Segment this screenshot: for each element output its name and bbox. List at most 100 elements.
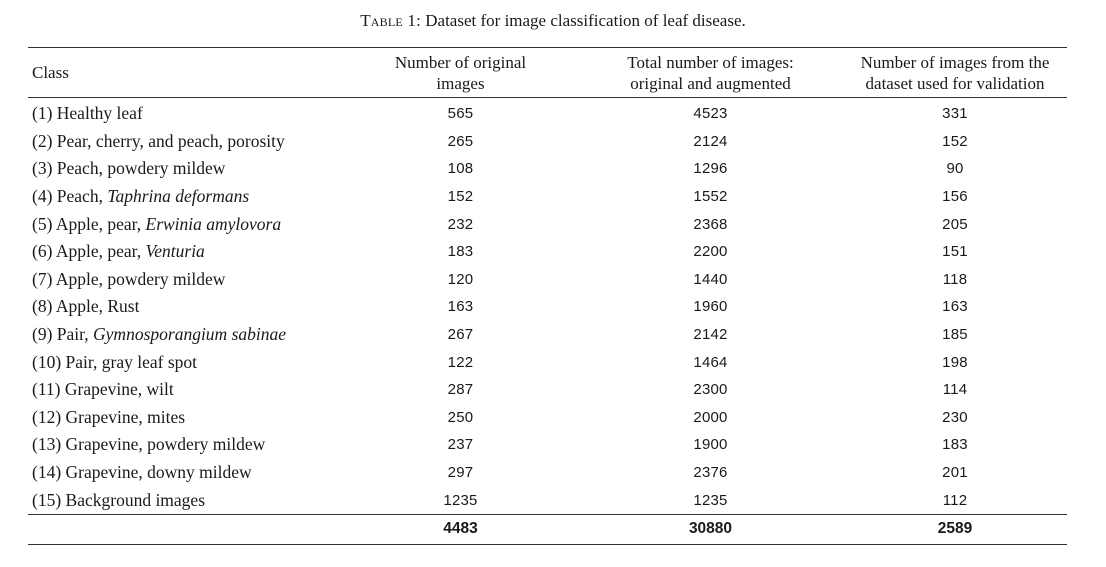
header-line: images xyxy=(436,73,485,93)
table-row: (10) Pair, gray leaf spot 122 1464 198 xyxy=(28,348,1067,376)
original-images-cell: 120 xyxy=(447,270,474,288)
table-row: (1) Healthy leaf 565 4523 331 xyxy=(28,98,1067,128)
original-images-cell: 565 xyxy=(447,105,474,123)
table-row: (13) Grapevine, powdery mildew 237 1900 183 xyxy=(28,431,1067,459)
original-images-cell: 232 xyxy=(447,215,474,233)
class-cell: (2) Pear, cherry, and peach, porosity xyxy=(28,128,343,156)
class-scientific-name: Gymnosporangium sabinae xyxy=(93,324,287,345)
class-cell: (6) Apple, pear, Venturia xyxy=(28,238,343,266)
class-name: (10) Pair, gray leaf spot xyxy=(32,351,198,372)
dataset-table: Class Number of original images Total nu… xyxy=(28,47,1067,545)
original-images-cell: 267 xyxy=(447,326,474,344)
class-cell: (13) Grapevine, powdery mildew xyxy=(28,431,343,459)
table-caption: Table 1: Dataset for image classificatio… xyxy=(0,10,1106,32)
validation-images-cell: 163 xyxy=(942,298,968,316)
table-row: (4) Peach, Taphrina deformans 152 1552 156 xyxy=(28,183,1067,211)
class-name: (14) Grapevine, downy mildew xyxy=(32,462,252,483)
table-caption-text: Dataset for image classification of leaf… xyxy=(421,11,746,30)
header-original-images: Number of original images xyxy=(343,47,578,98)
table-row: (11) Grapevine, wilt 287 2300 114 xyxy=(28,376,1067,404)
table-row: (2) Pear, cherry, and peach, porosity 265… xyxy=(28,128,1067,156)
total-images-cell: 2376 xyxy=(693,464,728,482)
class-name: (6) Apple, pear, xyxy=(32,241,146,262)
header-line: Number of original xyxy=(394,52,527,72)
total-images-cell: 2142 xyxy=(693,326,728,344)
table-row: (6) Apple, pear, Venturia 183 2200 151 xyxy=(28,238,1067,266)
original-images-cell: 250 xyxy=(447,408,474,426)
class-scientific-name: Taphrina deformans xyxy=(107,186,250,207)
validation-images-cell: 201 xyxy=(942,464,968,482)
class-name: (15) Background images xyxy=(32,489,206,510)
class-name: (9) Pair, xyxy=(32,324,94,345)
class-cell: (10) Pair, gray leaf spot xyxy=(28,348,343,376)
table-row: (15) Background images 1235 1235 112 xyxy=(28,486,1067,514)
class-cell: (3) Peach, powdery mildew xyxy=(28,155,343,183)
original-images-cell: 237 xyxy=(447,436,474,454)
original-images-cell: 152 xyxy=(447,188,474,206)
class-name: (13) Grapevine, powdery mildew xyxy=(32,434,266,455)
original-images-cell: 297 xyxy=(447,464,474,482)
validation-images-cell: 205 xyxy=(942,215,968,233)
validation-images-cell: 156 xyxy=(942,188,968,206)
original-images-cell: 122 xyxy=(447,353,474,371)
table-body: (1) Healthy leaf 565 4523 331 (2) Pear, cher… xyxy=(28,98,1067,515)
table-row: (14) Grapevine, downy mildew 297 2376 201 xyxy=(28,459,1067,487)
class-cell: (1) Healthy leaf xyxy=(28,98,343,128)
class-cell: (11) Grapevine, wilt xyxy=(28,376,343,404)
total-original-cell: 4483 xyxy=(343,513,578,545)
class-cell: (14) Grapevine, downy mildew xyxy=(28,459,343,487)
total-images-cell: 1960 xyxy=(693,298,728,316)
total-images-cell: 1235 xyxy=(693,491,728,509)
total-images-cell: 1440 xyxy=(693,270,728,288)
total-images-cell: 2000 xyxy=(693,408,728,426)
original-images-cell: 108 xyxy=(447,160,474,178)
header-line: original and augmented xyxy=(630,73,791,93)
original-images-cell: 265 xyxy=(447,132,474,150)
class-scientific-name: Venturia xyxy=(145,241,205,262)
total-images-cell: 2124 xyxy=(693,132,728,150)
header-line: Total number of images: xyxy=(627,52,794,72)
class-cell: (15) Background images xyxy=(28,486,343,514)
total-images-cell: 1464 xyxy=(693,353,728,371)
total-total-cell: 30880 xyxy=(578,513,843,545)
original-images-cell: 287 xyxy=(447,381,474,399)
validation-images-cell: 118 xyxy=(942,270,968,288)
header-validation-images: Number of images from the dataset used f… xyxy=(843,47,1067,98)
total-images-cell: 1296 xyxy=(693,160,728,178)
validation-images-cell: 90 xyxy=(946,160,964,178)
class-name: (2) Pear, cherry, and peach, porosity xyxy=(32,130,285,151)
table-caption-label: Table 1: xyxy=(360,11,422,30)
total-images-cell: 2368 xyxy=(693,215,728,233)
class-name: (12) Grapevine, mites xyxy=(32,406,186,427)
table-row: (7) Apple, powdery mildew 120 1440 118 xyxy=(28,266,1067,294)
validation-images-cell: 114 xyxy=(942,381,968,399)
class-cell: (8) Apple, Rust xyxy=(28,293,343,321)
original-images-cell: 1235 xyxy=(443,491,478,509)
total-images-cell: 1900 xyxy=(693,436,728,454)
class-cell: (12) Grapevine, mites xyxy=(28,404,343,432)
class-name: (3) Peach, powdery mildew xyxy=(32,158,226,179)
validation-images-cell: 185 xyxy=(942,326,968,344)
class-cell: (9) Pair, Gymnosporangium sabinae xyxy=(28,321,343,349)
totals-row: 4483 30880 2589 xyxy=(28,513,1067,545)
table-header-row: Class Number of original images Total nu… xyxy=(28,47,1067,98)
class-name: (8) Apple, Rust xyxy=(32,296,140,317)
class-cell: (7) Apple, powdery mildew xyxy=(28,266,343,294)
table-row: (9) Pair, Gymnosporangium sabinae 267 2142… xyxy=(28,321,1067,349)
validation-images-cell: 230 xyxy=(942,408,968,426)
header-line: dataset used for validation xyxy=(865,73,1045,93)
totals-label-cell xyxy=(28,513,343,545)
original-images-cell: 163 xyxy=(447,298,474,316)
validation-images-cell: 152 xyxy=(942,132,968,150)
table-row: (12) Grapevine, mites 250 2000 230 xyxy=(28,404,1067,432)
total-images-cell: 4523 xyxy=(693,105,728,123)
total-images-cell: 2300 xyxy=(693,381,728,399)
table-row: (8) Apple, Rust 163 1960 163 xyxy=(28,293,1067,321)
validation-images-cell: 198 xyxy=(942,353,968,371)
table-row: (5) Apple, pear, Erwinia amylovora 232 236… xyxy=(28,210,1067,238)
class-cell: (5) Apple, pear, Erwinia amylovora xyxy=(28,210,343,238)
class-name: (1) Healthy leaf xyxy=(32,103,143,124)
header-total-images: Total number of images: original and aug… xyxy=(578,47,843,98)
class-scientific-name: Erwinia amylovora xyxy=(145,213,282,234)
total-validation-cell: 2589 xyxy=(843,513,1067,545)
